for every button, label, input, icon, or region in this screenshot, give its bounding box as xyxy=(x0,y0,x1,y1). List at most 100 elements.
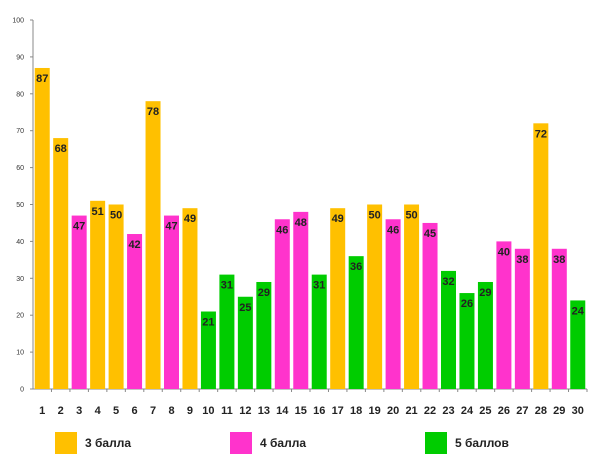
bars xyxy=(34,67,586,390)
x-tick-label: 5 xyxy=(113,405,119,417)
bar xyxy=(256,281,272,389)
data-label: 38 xyxy=(516,254,528,266)
bar xyxy=(274,219,290,389)
y-tick-label: 60 xyxy=(16,165,24,172)
data-label: 42 xyxy=(128,239,140,251)
bar xyxy=(108,204,124,389)
y-tick-label: 10 xyxy=(16,350,24,357)
bar xyxy=(90,200,106,389)
legend-label-4-balla: 4 балла xyxy=(260,436,307,450)
y-tick-label: 80 xyxy=(16,91,24,98)
legend-5-ballov: 5 баллов xyxy=(425,430,509,456)
y-tick-label: 20 xyxy=(16,313,24,320)
x-tick-label: 11 xyxy=(221,405,233,417)
legend-label-3-balla: 3 балла xyxy=(85,436,132,450)
x-tick-label: 18 xyxy=(350,405,362,417)
bar xyxy=(164,215,179,389)
axes xyxy=(30,19,588,392)
legend-label-5-ballov: 5 баллов xyxy=(455,436,509,450)
x-tick-label: 21 xyxy=(405,405,417,417)
data-label: 49 xyxy=(332,213,344,225)
data-label: 38 xyxy=(553,254,565,266)
x-tick-label: 8 xyxy=(168,405,174,417)
bar xyxy=(496,241,512,389)
data-label: 72 xyxy=(535,128,547,140)
x-tick-label: 16 xyxy=(313,405,325,417)
bar xyxy=(441,270,456,389)
y-tick-label: 50 xyxy=(16,202,24,209)
x-tick-label: 25 xyxy=(479,405,491,417)
bar xyxy=(219,274,235,389)
data-label: 78 xyxy=(147,106,159,118)
data-label: 50 xyxy=(405,210,417,222)
bar xyxy=(182,208,198,389)
data-label: 46 xyxy=(276,224,288,236)
x-tick-label: 27 xyxy=(516,405,528,417)
y-tick-labels: 0 10 20 30 40 50 60 70 80 90 100 xyxy=(12,18,24,394)
y-tick-label: 30 xyxy=(16,276,24,283)
x-tick-label: 13 xyxy=(258,405,270,417)
bar xyxy=(311,274,327,389)
x-tick-label: 6 xyxy=(132,405,138,417)
x-tick-label: 30 xyxy=(572,405,584,417)
bar xyxy=(145,101,161,390)
x-tick-label: 7 xyxy=(150,405,156,417)
data-label: 29 xyxy=(258,287,270,299)
data-label: 50 xyxy=(369,210,381,222)
data-label: 24 xyxy=(572,305,585,317)
x-tick-label: 17 xyxy=(332,405,344,417)
x-tick-label: 1 xyxy=(39,405,45,417)
data-label: 31 xyxy=(313,280,325,292)
legend-4-balla: 4 балла xyxy=(230,430,306,456)
x-tick-label: 23 xyxy=(442,405,454,417)
data-labels: 87 68 47 51 50 42 78 47 49 21 31 25 29 46 48 31 49 36 50 46… xyxy=(36,73,585,329)
data-label: 68 xyxy=(55,143,67,155)
y-tick-label: 100 xyxy=(12,18,24,25)
data-label: 45 xyxy=(424,228,436,240)
x-tick-label: 24 xyxy=(461,405,474,417)
x-tick-label: 10 xyxy=(202,405,214,417)
data-label: 47 xyxy=(165,221,177,233)
data-label: 40 xyxy=(498,246,510,258)
bar xyxy=(71,215,87,389)
x-tick-label: 3 xyxy=(76,405,82,417)
data-label: 87 xyxy=(36,73,48,85)
x-tick-label: 15 xyxy=(295,405,307,417)
bar xyxy=(533,123,549,389)
x-tick-label: 9 xyxy=(187,405,193,417)
y-tick-label: 40 xyxy=(16,239,24,246)
legend-3-balla: 3 балла xyxy=(55,430,131,456)
x-tick-label: 29 xyxy=(553,405,565,417)
data-label: 48 xyxy=(295,217,307,229)
bar xyxy=(367,204,383,389)
x-tick-label: 20 xyxy=(387,405,399,417)
bar xyxy=(348,256,364,389)
data-label: 21 xyxy=(202,317,214,329)
x-tick-labels: 1 2 3 4 5 6 7 8 9 10 11 12 13 14 15 16 17 18 19 20 21 22 23 24 2… xyxy=(39,405,584,417)
bar xyxy=(404,204,420,389)
data-label: 46 xyxy=(387,224,399,236)
x-tick-label: 19 xyxy=(369,405,381,417)
bar xyxy=(570,300,586,389)
bar xyxy=(477,281,493,389)
x-tick-label: 2 xyxy=(58,405,64,417)
data-label: 50 xyxy=(110,210,122,222)
x-tick-label: 26 xyxy=(498,405,510,417)
data-label: 25 xyxy=(239,302,251,314)
bar xyxy=(200,311,216,389)
bar xyxy=(422,222,438,389)
data-label: 29 xyxy=(479,287,491,299)
legend-swatch-3-balla xyxy=(55,432,77,454)
y-tick-label: 0 xyxy=(20,387,24,394)
bar xyxy=(237,296,253,389)
bar xyxy=(53,138,69,389)
x-tick-label: 4 xyxy=(95,405,102,417)
y-tick-label: 70 xyxy=(16,128,24,135)
bar xyxy=(514,248,530,389)
data-label: 49 xyxy=(184,213,196,225)
x-tick-label: 12 xyxy=(239,405,251,417)
data-label: 51 xyxy=(92,206,104,218)
y-tick-label: 90 xyxy=(16,54,24,61)
legend-swatch-4-balla xyxy=(230,432,252,454)
